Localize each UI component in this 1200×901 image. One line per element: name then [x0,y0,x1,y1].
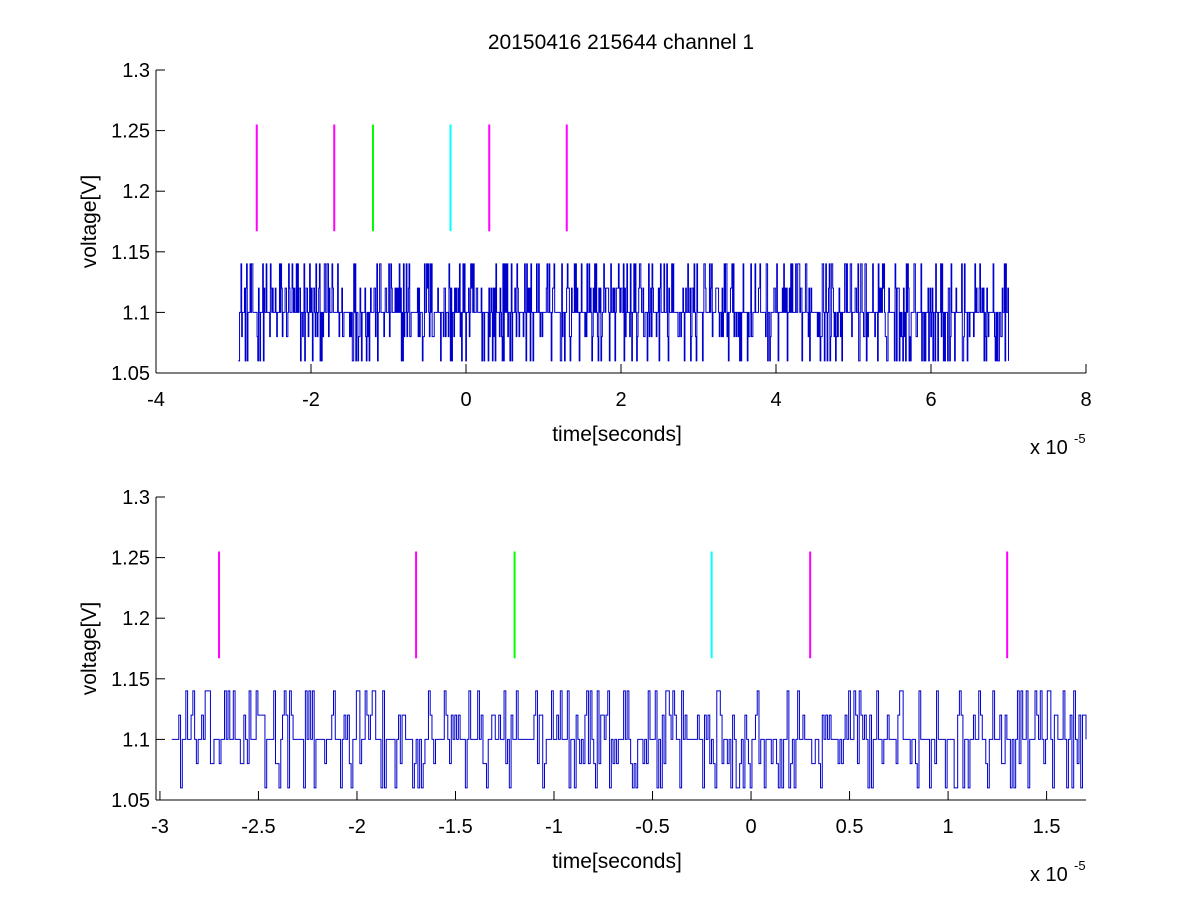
x-tick-label: -3 [151,816,169,838]
x-tick-label: 8 [1080,389,1091,411]
x-tick-label: 6 [925,389,936,411]
y-tick-label: 1.05 [111,790,150,812]
y-tick-label: 1.1 [122,729,150,751]
y-tick-label: 1.05 [111,363,150,385]
x-tick-label: -1 [545,816,563,838]
x-axis-label: time[seconds] [552,850,682,873]
x-multiplier-label: x 10 [1030,864,1068,886]
voltage-series-line [171,690,1087,789]
x-tick-label: 2 [615,389,626,411]
chart-title: 20150416 215644 channel 1 [488,31,754,54]
y-tick-label: 1.2 [122,181,150,203]
x-tick-label: 1.5 [1033,816,1061,838]
x-multiplier-exponent: -5 [1074,431,1086,446]
x-axis-label: time[seconds] [552,423,682,446]
x-multiplier-exponent: -5 [1074,858,1086,873]
x-tick-label: -0.5 [635,816,669,838]
y-axis-label: voltage[V] [78,602,101,695]
x-tick-label: -2 [348,816,366,838]
y-tick-label: 1.15 [111,669,150,691]
x-tick-label: 0.5 [836,816,864,838]
x-tick-label: 4 [770,389,781,411]
voltage-series-line [238,263,1009,362]
y-tick-label: 1.15 [111,242,150,264]
y-axis-label: voltage[V] [78,175,101,268]
bottom-plot: 1.05 1.1 1.15 1.2 1.25 1.3 -3 -2.5 -2 -1.5 -1 -0.5 0… [78,487,1087,886]
top-plot: 1.05 1.1 1.15 1.2 1.25 1.3 -4 -2 0 2 4 6 8 time[secon… [78,31,1092,459]
y-tick-label: 1.3 [122,487,150,509]
x-multiplier-label: x 10 [1030,437,1068,459]
y-tick-label: 1.2 [122,608,150,630]
x-tick-label: 1 [943,816,954,838]
x-tick-label: 0 [460,389,471,411]
x-tick-label: 0 [745,816,756,838]
x-tick-label: -1.5 [438,816,472,838]
y-tick-label: 1.3 [122,60,150,82]
y-tick-label: 1.1 [122,302,150,324]
x-tick-label: -4 [147,389,165,411]
y-tick-label: 1.25 [111,548,150,570]
x-tick-label: -2 [302,389,320,411]
y-tick-label: 1.25 [111,121,150,143]
x-tick-label: -2.5 [241,816,275,838]
